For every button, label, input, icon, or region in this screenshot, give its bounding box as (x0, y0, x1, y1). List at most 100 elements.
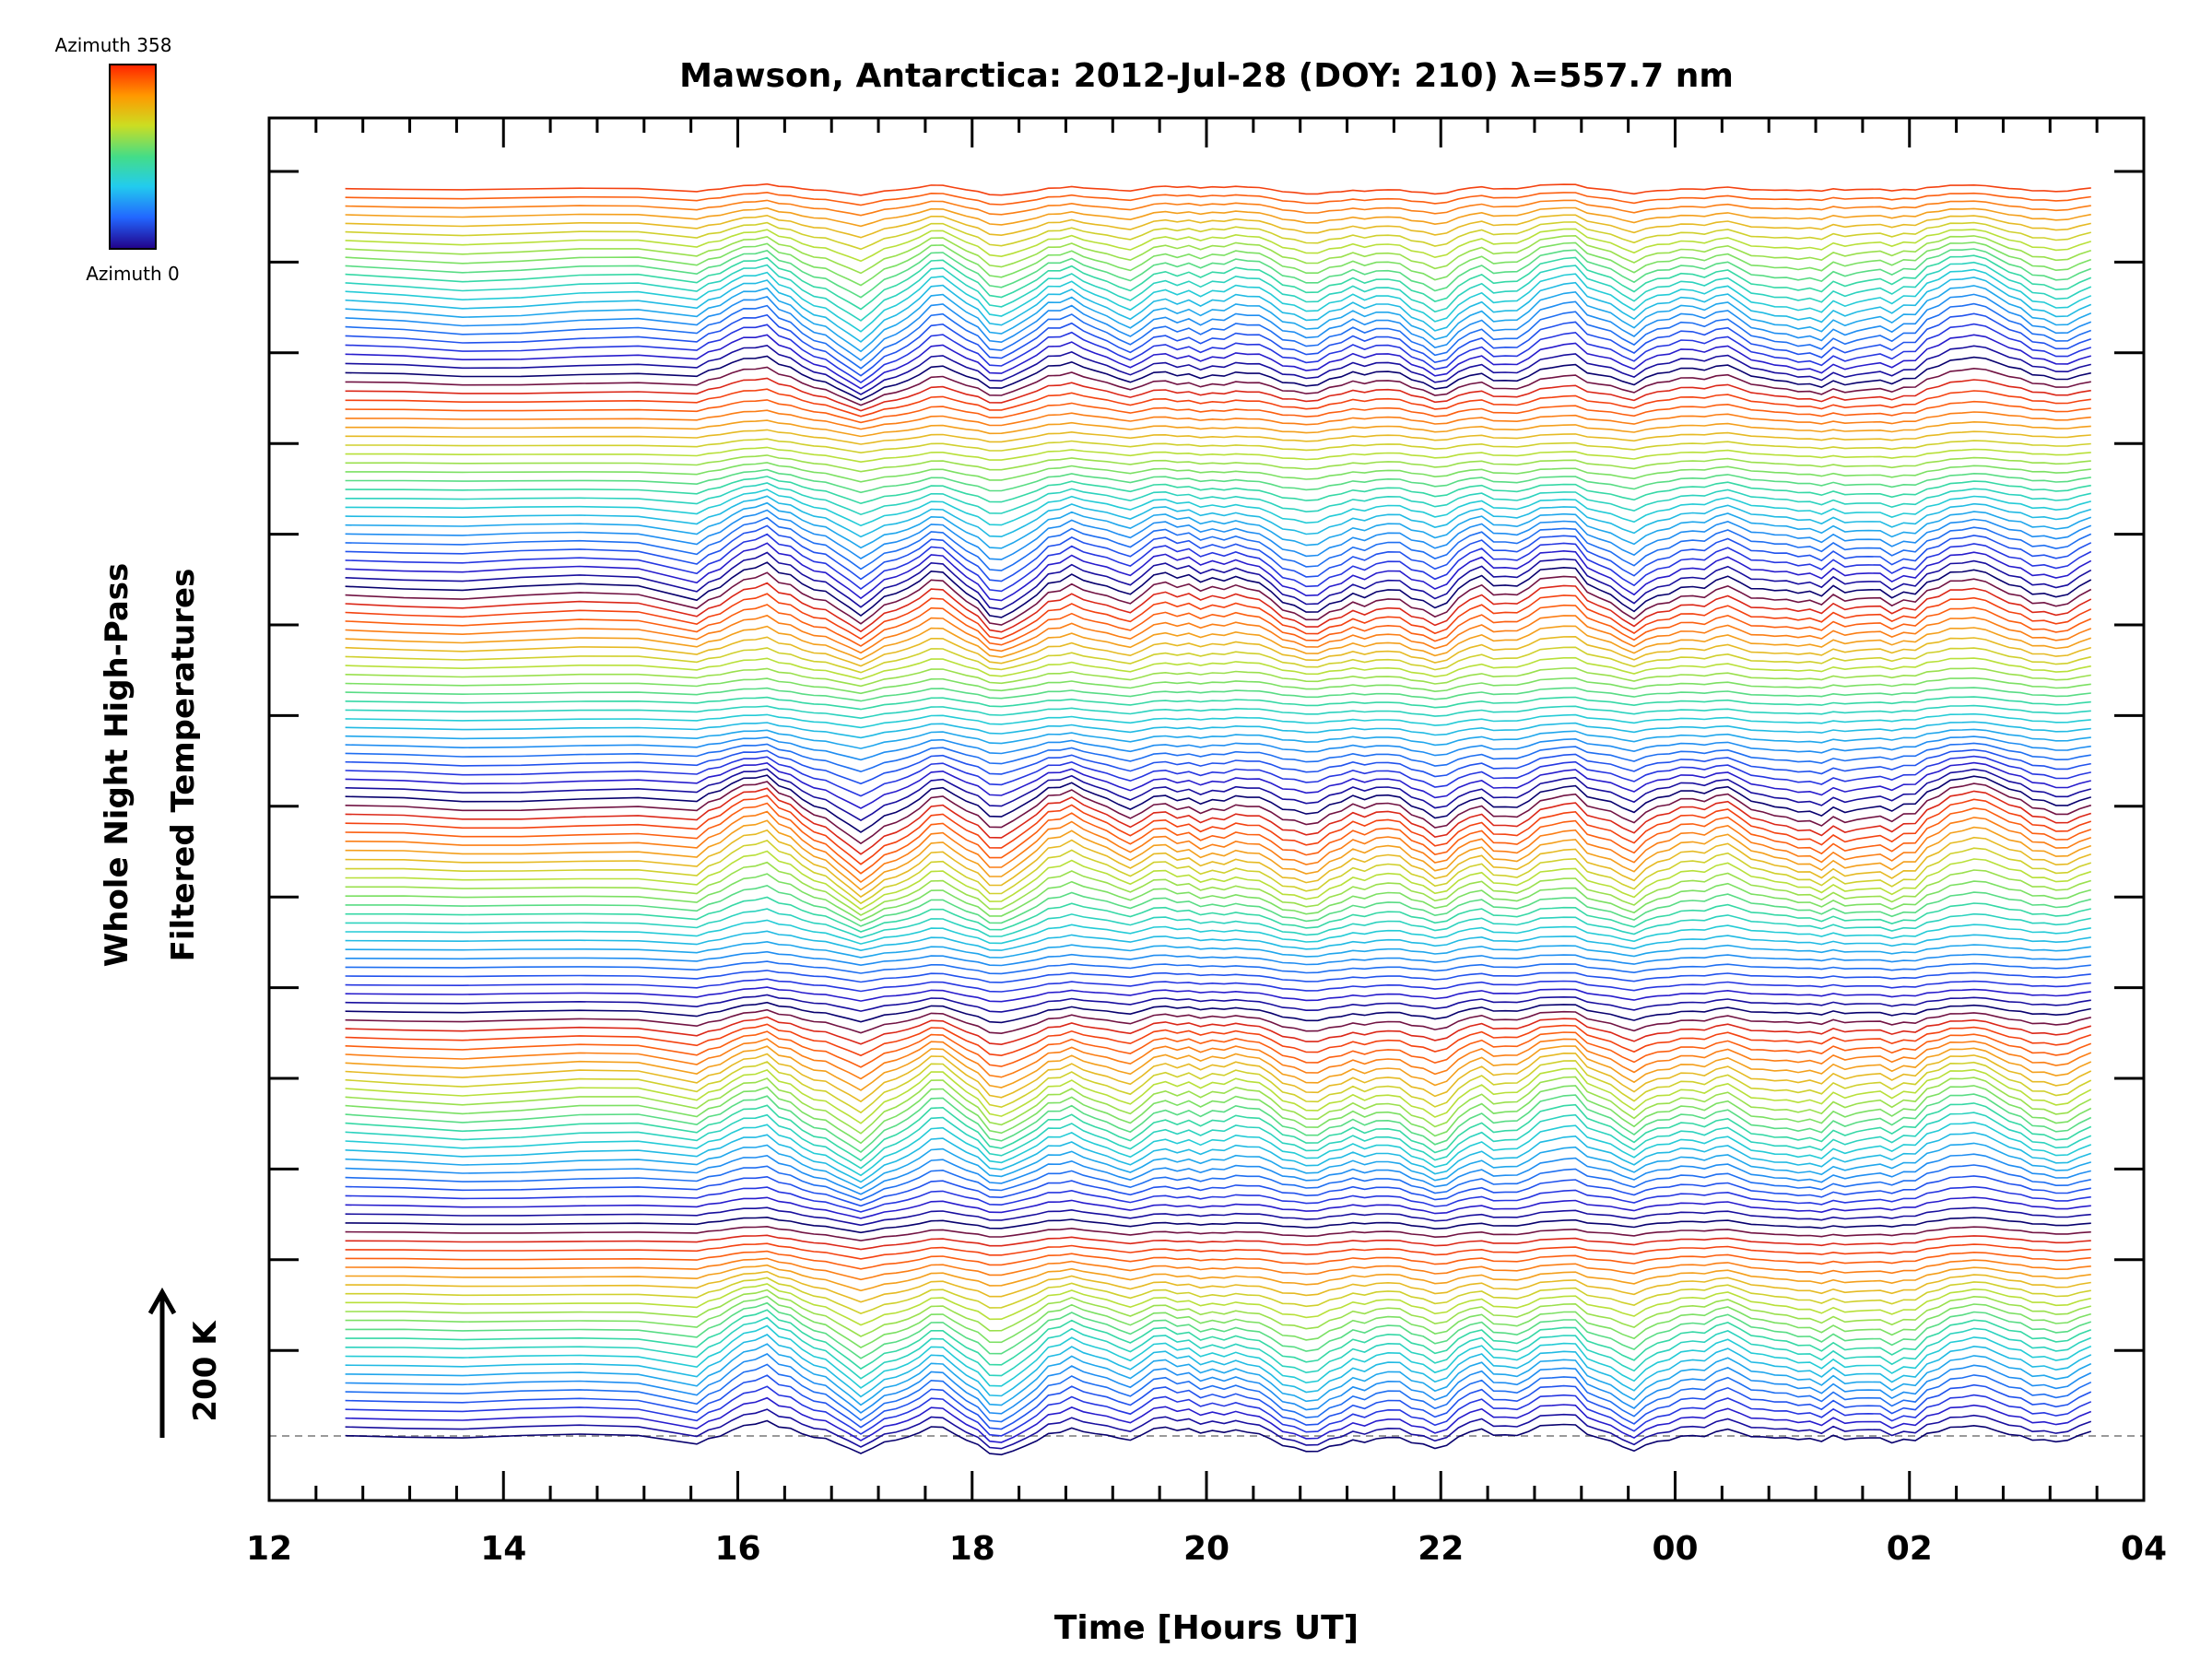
series-line (345, 312, 2092, 377)
series-line (345, 604, 2092, 647)
series-line (345, 344, 2091, 395)
series-line (345, 768, 2092, 822)
series-line (345, 1301, 2092, 1359)
series-line (345, 429, 2091, 445)
series-line (345, 495, 2092, 538)
series-line (345, 593, 2092, 641)
series-line (345, 735, 2091, 761)
series-line (345, 476, 2091, 505)
series-line (345, 261, 2092, 322)
series-line (345, 334, 2092, 390)
series-line (345, 182, 2091, 196)
series-line (345, 355, 2091, 401)
x-tick-label: 04 (2121, 1530, 2167, 1568)
x-tick-labels: 12 14 16 18 20 22 00 02 04 (246, 1530, 2167, 1568)
series-line (345, 323, 2092, 383)
series-line (345, 930, 2091, 952)
series-line (345, 850, 2092, 911)
series-line (345, 1343, 2092, 1406)
x-tick-label: 00 (1652, 1530, 1698, 1568)
series-line (345, 446, 2091, 464)
series-line (345, 377, 2091, 412)
x-tick-label: 22 (1418, 1530, 1464, 1568)
series-line (345, 656, 2091, 680)
series-line (345, 409, 2091, 430)
series-line (345, 970, 2091, 983)
series-line (345, 524, 2092, 582)
series-line (345, 677, 2091, 695)
series-line (345, 978, 2091, 993)
series-line (345, 582, 2092, 633)
series-line (345, 960, 2091, 975)
series-line (345, 1016, 2092, 1046)
series-line (345, 1102, 2092, 1162)
series-line (345, 268, 2092, 333)
series-line (345, 1288, 2092, 1337)
series-line (345, 940, 2091, 959)
series-line (345, 228, 2092, 263)
series-line (345, 214, 2091, 239)
series-line (345, 285, 2092, 353)
series-line (345, 1175, 2091, 1207)
series-line (345, 1142, 2092, 1190)
series-line (345, 704, 2091, 720)
series-line (345, 501, 2092, 549)
series-line (345, 1085, 2092, 1145)
series-line (345, 1060, 2092, 1114)
x-tick-label: 02 (1887, 1530, 1933, 1568)
series-line (345, 1008, 2091, 1035)
series-line (345, 839, 2092, 905)
series-line (345, 1185, 2091, 1213)
series-line (345, 1363, 2092, 1423)
series-line (345, 488, 2092, 527)
series-line (345, 248, 2092, 299)
series-line (345, 986, 2091, 1003)
series-line (345, 1001, 2091, 1024)
series-line (345, 1295, 2092, 1349)
series-line (345, 571, 2092, 626)
series-line (345, 1396, 2092, 1443)
colorbar-top-label: Azimuth 358 (55, 34, 172, 56)
series-line (345, 829, 2092, 899)
series-line (345, 1283, 2091, 1326)
series-line (345, 861, 2092, 916)
series-line (345, 1277, 2091, 1314)
series-line (345, 1093, 2092, 1153)
series-line (345, 561, 2092, 618)
series-line (345, 551, 2092, 610)
x-tick-label: 12 (246, 1530, 292, 1568)
x-tick-label: 16 (714, 1530, 760, 1568)
series-line (345, 399, 2091, 424)
series-line (345, 482, 2091, 516)
series-line (345, 1316, 2092, 1380)
series-line (345, 908, 2091, 939)
series-line (345, 199, 2091, 217)
series-line (345, 516, 2092, 571)
series-line (345, 1206, 2091, 1227)
series-line (345, 728, 2091, 749)
series-line (345, 1234, 2091, 1251)
series-line (345, 302, 2092, 370)
series-line (345, 614, 2092, 654)
series-line (345, 1196, 2091, 1219)
series-line (345, 667, 2091, 688)
series-line (345, 1334, 2092, 1398)
series-line (345, 742, 2091, 773)
series-line (345, 454, 2091, 473)
series-line (345, 1052, 2092, 1103)
series-line (345, 1164, 2091, 1201)
series-line (345, 721, 2091, 739)
series-line (345, 191, 2091, 206)
series-line (345, 1112, 2092, 1170)
series-line (345, 774, 2092, 833)
series-line (345, 781, 2092, 845)
series-line (345, 542, 2092, 602)
series-line (345, 438, 2091, 454)
series-line (345, 994, 2091, 1013)
series-line (345, 1216, 2091, 1234)
series-line (345, 468, 2091, 494)
series-line (345, 1324, 2092, 1389)
series-line (345, 1309, 2092, 1371)
series-line (345, 1242, 2091, 1260)
